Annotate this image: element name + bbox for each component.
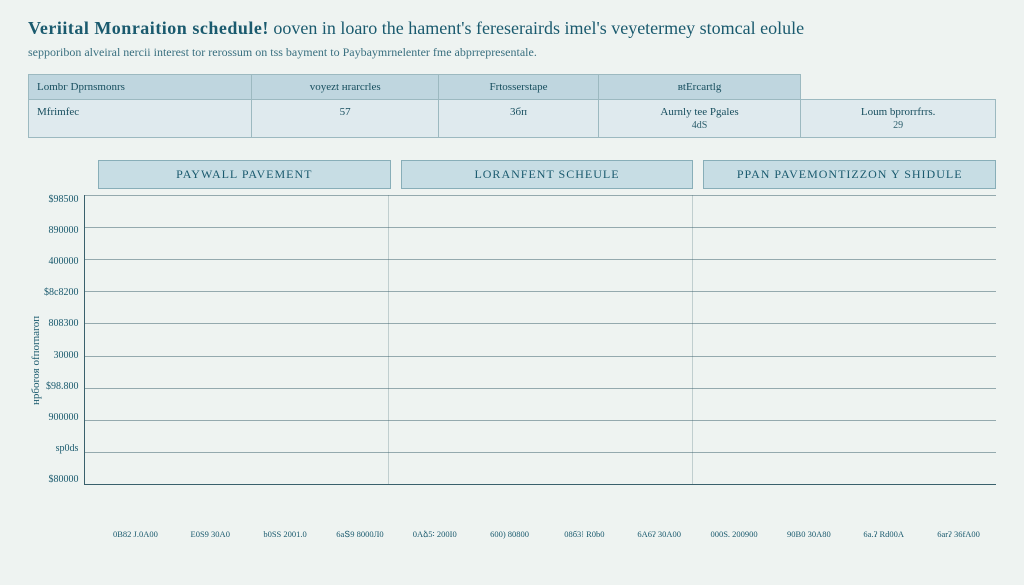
gridline	[85, 259, 996, 260]
x-tick: b0SS 2001.0	[248, 525, 323, 540]
col-header: Frtosserstape	[439, 75, 599, 100]
y-tick: 890000	[44, 226, 78, 236]
col-header: Lombг Dprnsmonrs	[29, 75, 252, 100]
x-tick: 600) 80800	[472, 525, 547, 540]
x-tick: 6a.ʔ Rd00A	[846, 525, 921, 540]
chart-panel	[389, 195, 693, 484]
cell-sub: 29	[809, 120, 987, 131]
legend-item: PAYWALL PAVEMENT	[98, 160, 391, 189]
gridline	[85, 452, 996, 453]
chart-legend: PAYWALL PAVEMENT LORANFENT SCHEULE PPAN …	[98, 160, 996, 189]
x-tick: 6аrʔ 36fA00	[921, 525, 996, 540]
chart-panel	[85, 195, 389, 484]
y-tick: 900000	[44, 413, 78, 423]
page-title: Veriital Monraition schedule! ooven in l…	[28, 18, 996, 39]
y-tick: 400000	[44, 257, 78, 267]
y-tick: $98.800	[44, 382, 78, 392]
cell: 57	[252, 100, 439, 138]
gridline	[85, 420, 996, 421]
y-tick: 808300	[44, 319, 78, 329]
legend-item: LORANFENT SCHEULE	[401, 160, 694, 189]
y-tick: $8с8200	[44, 288, 78, 298]
bar-groups	[85, 195, 996, 484]
x-tick: 08б3⁝ R0b0	[547, 525, 622, 540]
gridline	[85, 291, 996, 292]
x-tick: E0S9 30A0	[173, 525, 248, 540]
gridline	[85, 356, 996, 357]
x-axis: 0В82 J.0A00E0S9 30A0b0SS 2001.06аՏ9 8000…	[98, 525, 996, 540]
chart-panel	[693, 195, 996, 484]
y-tick: 30000	[44, 351, 78, 361]
summary-table: Lombг Dprnsmonrs voyezt нrarcrles Frtoss…	[28, 74, 996, 138]
bar-chart: нpбoroя ofпоrnarоп $98500 890000 400000 $8с…	[28, 195, 996, 525]
gridline	[85, 227, 996, 228]
gridline	[85, 484, 996, 485]
x-panel: 000S. 20090090В0 30A806a.ʔ Rd00A6аrʔ 36f…	[697, 525, 996, 540]
page-subtitle: sepporibon alveiral nercii interest tor …	[28, 45, 996, 60]
col-header: voyezt нrarcrles	[252, 75, 439, 100]
x-tick: 6аՏ9 8000Л0	[322, 525, 397, 540]
x-panel: 0Аձ5∶ 200I0600) 8080008б3⁝ R0b06А6ʔ 30A0…	[397, 525, 696, 540]
y-axis: $98500 890000 400000 $8с8200 808300 30000 $98.…	[44, 195, 84, 485]
y-tick: $80000	[44, 475, 78, 485]
cell-sub: 4dS	[607, 120, 792, 131]
plot-area	[84, 195, 996, 485]
gridline	[85, 323, 996, 324]
x-tick: 90В0 30A80	[771, 525, 846, 540]
x-panel: 0В82 J.0A00E0S9 30A0b0SS 2001.06аՏ9 8000…	[98, 525, 397, 540]
cell: Loum bprorrfrrs. 29	[801, 100, 996, 138]
x-tick: 6А6ʔ 30A00	[622, 525, 697, 540]
gridline	[85, 195, 996, 196]
cell: 3бп	[439, 100, 599, 138]
cell: Aurnlу tee Pgales 4dS	[598, 100, 800, 138]
cell-main: Aurnlу tee Pgales	[660, 106, 738, 118]
title-strong: Veriital Monraition schedule!	[28, 18, 269, 38]
cell-main: Loum bprorrfrrs.	[861, 106, 936, 118]
row-label: Mfrimfec	[29, 100, 252, 138]
table-row: Mfrimfec 57 3бп Aurnlу tee Pgales 4dS Lou…	[29, 100, 996, 138]
col-header: вtErcartlg	[598, 75, 800, 100]
title-rest: ooven in loaro the hament's fereserairds…	[269, 18, 804, 38]
legend-item: PPAN PAVEMONTIZZON Y SHIDULE	[703, 160, 996, 189]
x-tick: 0В82 J.0A00	[98, 525, 173, 540]
x-tick: 000S. 200900	[697, 525, 772, 540]
gridline	[85, 388, 996, 389]
y-tick: sp0ds	[44, 444, 78, 454]
y-axis-label: нpбoroя ofпоrnarоп	[28, 195, 44, 525]
x-tick: 0Аձ5∶ 200I0	[397, 525, 472, 540]
y-tick: $98500	[44, 195, 78, 205]
